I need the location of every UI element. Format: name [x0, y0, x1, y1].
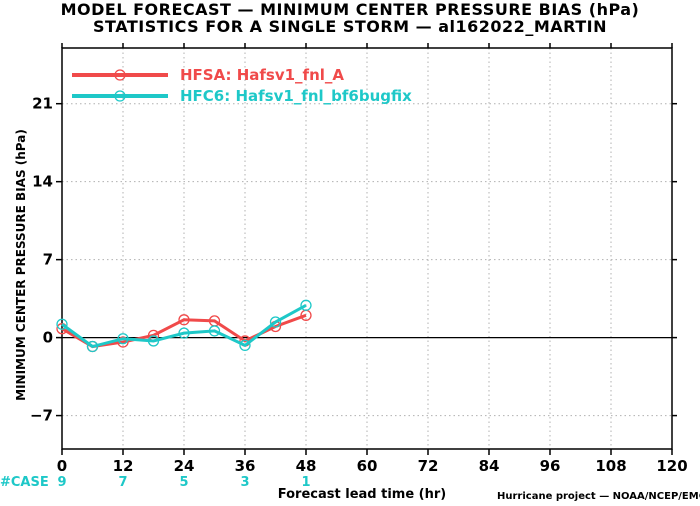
chart-title: MODEL FORECAST — MINIMUM CENTER PRESSURE…	[60, 0, 640, 19]
series-2-point	[269, 316, 282, 328]
y-tick-label: 21	[32, 95, 53, 113]
x-tick-label: 84	[479, 457, 500, 475]
chart-subtitle: STATISTICS FOR A SINGLE STORM — al162022…	[93, 17, 607, 36]
x-tick-label: 120	[656, 457, 687, 475]
series-1-point	[178, 314, 190, 326]
x-tick-label: 48	[296, 457, 317, 475]
x-tick-label: 96	[540, 457, 561, 475]
case-count-label: #CASE	[0, 475, 49, 490]
y-axis-label: MINIMUM CENTER PRESSURE BIAS (hPa)	[14, 129, 28, 401]
series-2-point	[147, 335, 160, 347]
series-2-point	[239, 339, 251, 352]
legend-label-1: HFSA: Hafsv1_fnl_A	[180, 66, 344, 84]
x-tick-label: 108	[595, 457, 626, 475]
series-1-point	[117, 336, 129, 348]
x-tick-label: 12	[113, 457, 134, 475]
y-tick-label: −7	[30, 407, 53, 425]
y-tick-label: 0	[43, 329, 53, 347]
series-2-point	[117, 333, 129, 345]
case-count-value: 1	[301, 475, 310, 490]
case-count-value: 3	[240, 475, 249, 490]
y-tick-label: 14	[32, 173, 53, 191]
x-tick-label: 72	[418, 457, 439, 475]
case-count-value: 9	[57, 475, 66, 490]
series-2-point	[86, 340, 99, 353]
x-tick-label: 60	[357, 457, 378, 475]
x-axis-label: Forecast lead time (hr)	[277, 487, 447, 502]
y-tick-label: 7	[43, 251, 53, 269]
legend-label-2: HFC6: Hafsv1_fnl_bf6bugfix	[180, 87, 412, 105]
series-2-point	[178, 327, 190, 339]
x-tick-label: 0	[57, 457, 67, 475]
x-tick-label: 36	[235, 457, 256, 475]
case-count-value: 5	[179, 475, 188, 490]
series-2-point	[56, 318, 68, 330]
series-2-point	[300, 299, 312, 311]
legend-marker-1	[114, 69, 126, 81]
plot-frame	[61, 47, 673, 450]
credit-text: Hurricane project — NOAA/NCEP/EMC	[497, 491, 700, 502]
case-count-value: 7	[118, 475, 127, 490]
legend-marker-2	[114, 90, 126, 102]
series-line-2	[61, 303, 307, 349]
series-2-point	[208, 325, 221, 337]
x-tick-label: 24	[174, 457, 195, 475]
